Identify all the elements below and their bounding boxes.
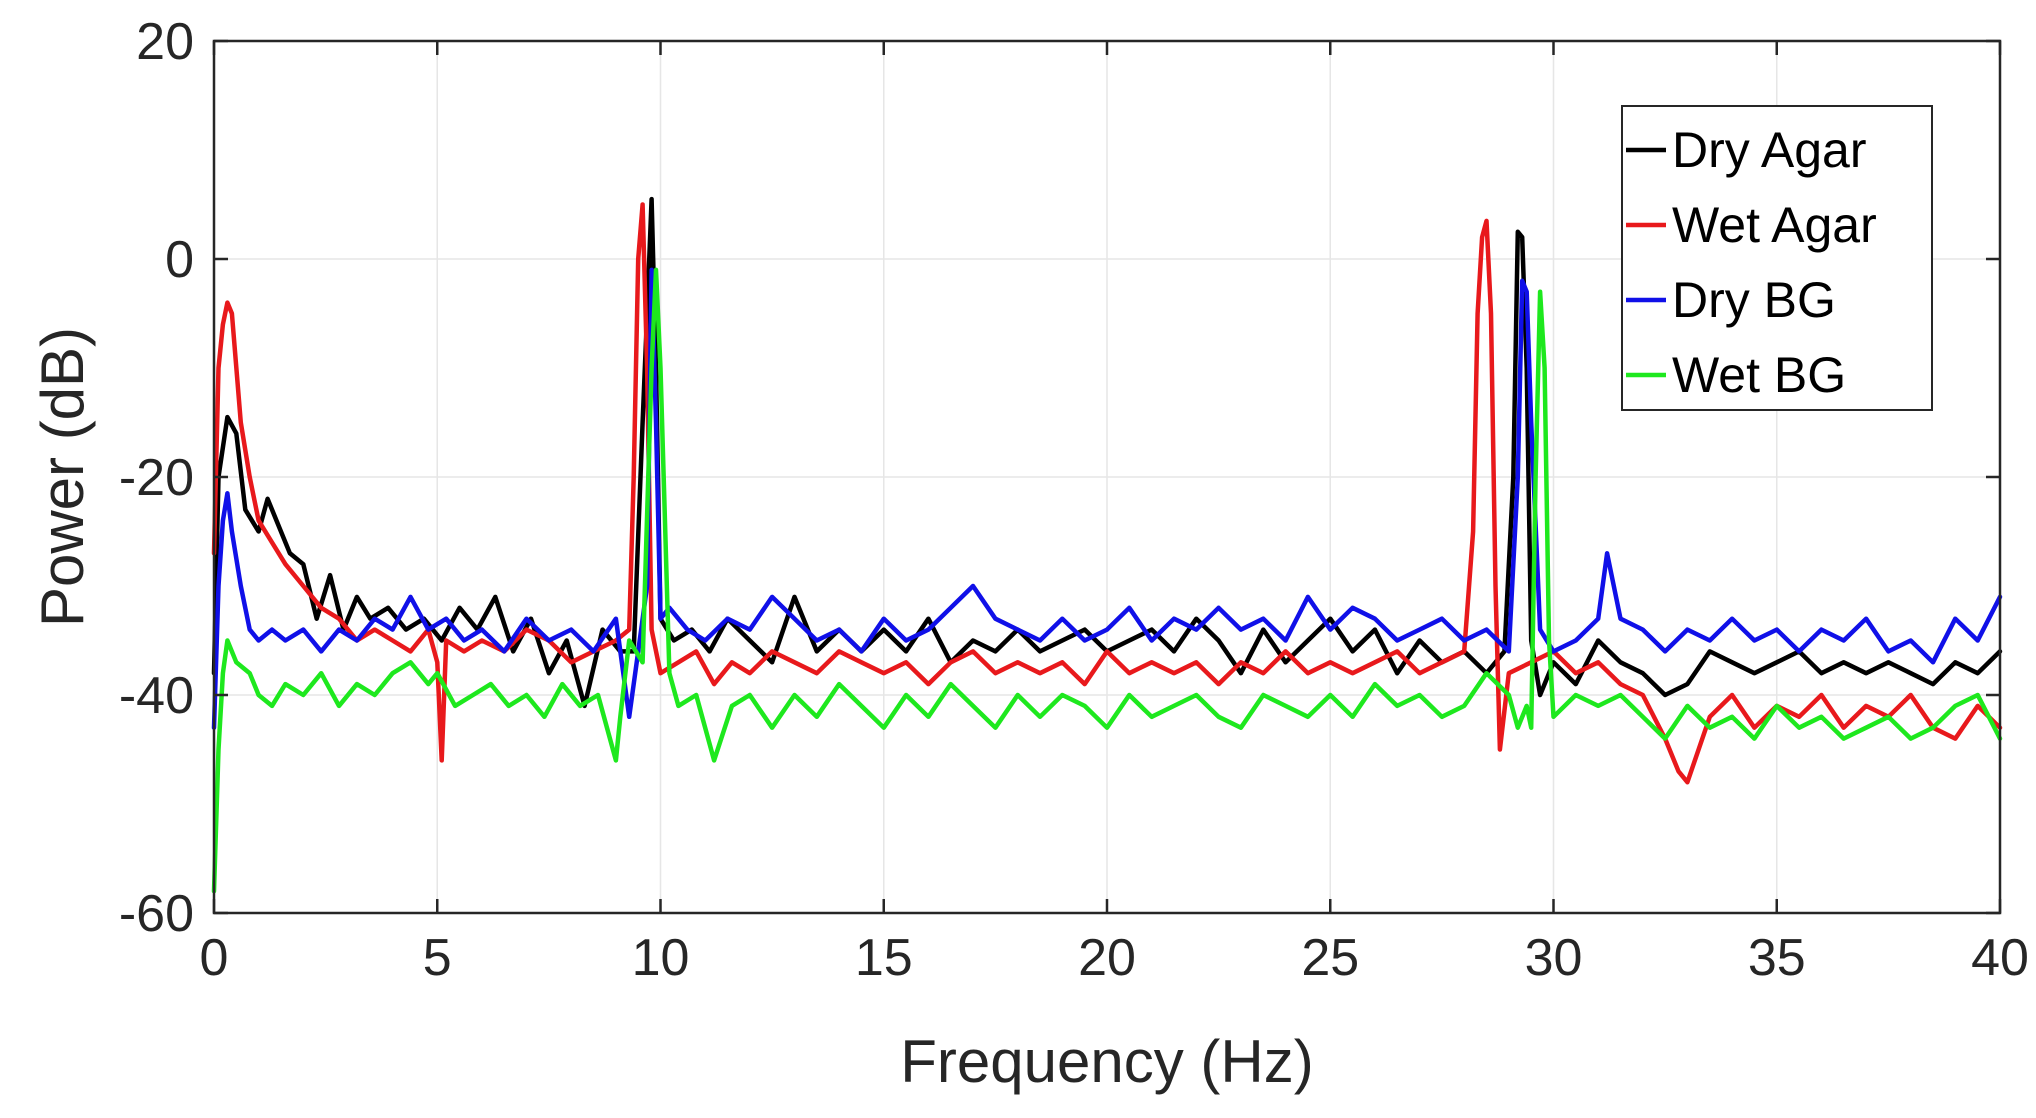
x-tick-label: 35 [1748,929,1806,987]
legend: Dry Agar Wet Agar Dry BG Wet BG [1621,105,1933,411]
series-line-wet-bg [211,267,2003,894]
y-tick-label: 20 [136,13,194,71]
series-line-wet-agar [211,202,2003,785]
x-tick-label: 25 [1301,929,1359,987]
x-tick-label: 40 [1971,929,2029,987]
legend-label: Dry BG [1672,272,1836,328]
series-line-dry-bg [211,267,2003,730]
y-tick-label: -40 [119,667,194,725]
series-lines [211,196,2003,894]
legend-label: Dry Agar [1672,122,1867,178]
legend-box [1621,105,1933,411]
legend-label: Wet Agar [1672,197,1877,253]
x-tick-label: 15 [855,929,913,987]
x-tick-label: 30 [1525,929,1583,987]
x-tick-label: 5 [423,929,452,987]
y-tick-labels: 20 0 -20 -40 -60 [119,13,194,943]
x-tick-label: 20 [1078,929,1136,987]
y-axis-label: Power (dB) [29,327,96,627]
legend-label: Wet BG [1672,347,1846,403]
x-tick-label: 10 [632,929,690,987]
y-tick-label: 0 [165,231,194,289]
x-tick-labels: 0 5 10 15 20 25 30 35 40 [200,929,2029,987]
series-line-dry-agar [211,196,2003,709]
axis-ticks [212,39,2002,915]
y-tick-label: -60 [119,885,194,943]
y-tick-label: -20 [119,449,194,507]
x-tick-label: 0 [200,929,229,987]
x-axis-label: Frequency (Hz) [900,1028,1313,1095]
